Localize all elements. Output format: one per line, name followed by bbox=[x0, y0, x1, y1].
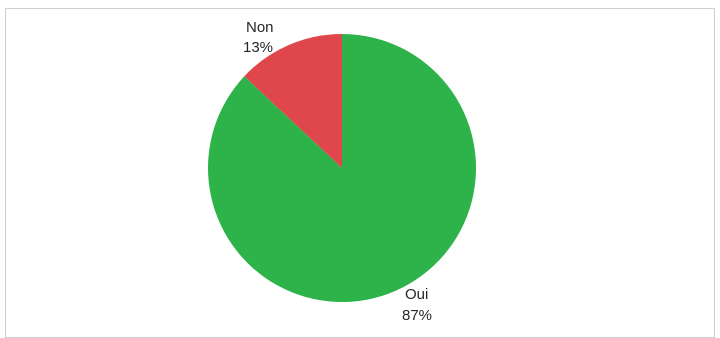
slice-label-non-value: 13% bbox=[243, 39, 273, 56]
pie-chart: Non 13% Oui 87% bbox=[208, 19, 476, 324]
slice-label-non: Non 13% bbox=[243, 19, 278, 56]
pie-slice-non bbox=[244, 34, 342, 168]
pie-slices bbox=[208, 34, 476, 302]
slice-label-oui-value: 87% bbox=[402, 307, 432, 324]
slice-label-non-name: Non bbox=[246, 19, 274, 36]
slice-label-oui: Oui 87% bbox=[402, 286, 433, 324]
slice-label-oui-name: Oui bbox=[405, 286, 428, 303]
